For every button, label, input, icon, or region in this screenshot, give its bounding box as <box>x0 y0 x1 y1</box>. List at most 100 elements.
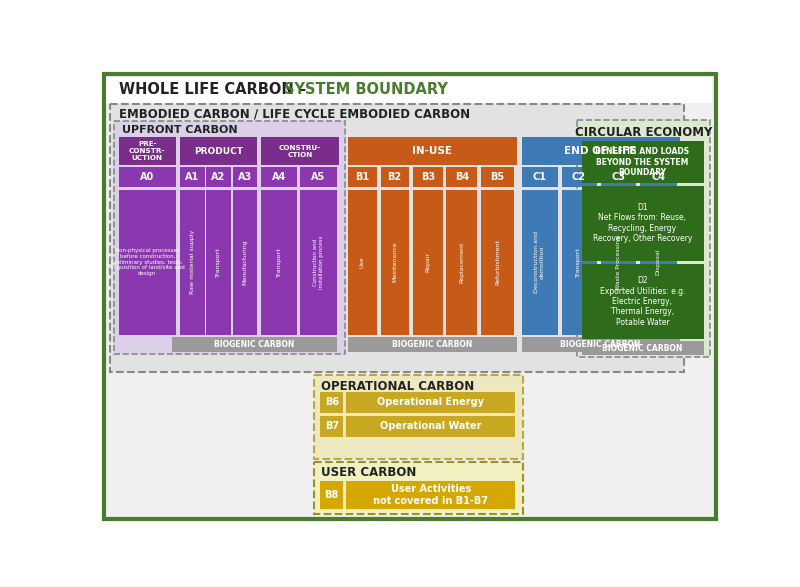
Bar <box>381 190 410 335</box>
Text: OPERATIONAL CARBON: OPERATIONAL CARBON <box>321 380 474 393</box>
Bar <box>314 375 523 458</box>
Bar <box>522 137 681 165</box>
Text: B4: B4 <box>455 173 469 183</box>
Text: A3: A3 <box>238 173 252 183</box>
Text: Transport: Transport <box>277 247 282 277</box>
Bar <box>640 167 677 187</box>
Text: D2
Exported Utilities: e.g.
Electric Energy,
Thermal Energy,
Potable Water: D2 Exported Utilities: e.g. Electric Ene… <box>600 276 686 327</box>
Bar <box>348 337 517 352</box>
Text: Operational Water: Operational Water <box>380 421 482 431</box>
Text: C4: C4 <box>651 173 665 183</box>
Bar <box>320 392 343 413</box>
Bar <box>233 190 258 335</box>
Text: WHOLE LIFE CARBON –: WHOLE LIFE CARBON – <box>119 82 312 97</box>
Bar <box>413 190 442 335</box>
Text: BIOGENIC CARBON: BIOGENIC CARBON <box>392 340 473 349</box>
Text: BIOGENIC CARBON: BIOGENIC CARBON <box>561 340 641 349</box>
Bar <box>582 141 704 183</box>
Text: Waste Processing: Waste Processing <box>616 235 621 289</box>
Text: Deconstruction and
demolition: Deconstruction and demolition <box>534 231 545 293</box>
Text: C3: C3 <box>611 173 626 183</box>
Bar <box>118 137 176 165</box>
Text: B6: B6 <box>325 397 338 407</box>
Bar <box>106 76 712 103</box>
Bar <box>300 190 337 335</box>
Text: PRODUCT: PRODUCT <box>194 147 243 156</box>
Bar <box>110 104 683 372</box>
Text: A0: A0 <box>140 173 154 183</box>
Text: B7: B7 <box>325 421 338 431</box>
Bar <box>206 190 231 335</box>
Bar <box>562 167 597 187</box>
Bar <box>446 190 478 335</box>
Bar <box>314 461 523 514</box>
Text: Manufacturing: Manufacturing <box>242 239 247 285</box>
Bar <box>348 167 377 187</box>
Text: Operational Energy: Operational Energy <box>378 397 485 407</box>
Bar <box>522 167 558 187</box>
Text: C2: C2 <box>572 173 586 183</box>
Text: BENEFITS AND LOADS
BEYOND THE SYSTEM
BOUNDARY: BENEFITS AND LOADS BEYOND THE SYSTEM BOU… <box>595 147 690 177</box>
Bar <box>413 167 442 187</box>
Bar <box>601 190 636 335</box>
Text: Refurbishment: Refurbishment <box>495 239 500 285</box>
Text: Disposal: Disposal <box>655 249 661 275</box>
Text: PRE-
CONSTR-
UCTION: PRE- CONSTR- UCTION <box>129 141 166 161</box>
Text: B3: B3 <box>421 173 435 183</box>
Text: IN-USE: IN-USE <box>413 146 453 156</box>
Bar <box>346 392 515 413</box>
Text: CONSTRU-
CTION: CONSTRU- CTION <box>279 145 321 158</box>
Text: USER CARBON: USER CARBON <box>321 466 416 479</box>
Bar <box>172 337 337 352</box>
Bar <box>118 190 176 335</box>
Bar <box>348 190 377 335</box>
Bar <box>233 167 258 187</box>
Bar <box>446 167 478 187</box>
Bar <box>262 167 297 187</box>
Bar <box>582 342 704 355</box>
Bar <box>346 481 515 510</box>
Text: CIRCULAR ECONOMY: CIRCULAR ECONOMY <box>574 126 712 139</box>
Text: EMBODIED CARBON / LIFE CYCLE EMBODIED CARBON: EMBODIED CARBON / LIFE CYCLE EMBODIED CA… <box>119 108 470 121</box>
Bar <box>206 167 231 187</box>
Text: Replacement: Replacement <box>459 241 465 283</box>
Bar <box>601 167 636 187</box>
Bar <box>180 167 205 187</box>
Bar <box>522 190 558 335</box>
Bar <box>562 190 597 335</box>
Bar <box>300 167 337 187</box>
Bar <box>262 137 338 165</box>
Bar <box>582 265 704 339</box>
Text: Transport: Transport <box>216 247 221 277</box>
Bar <box>640 190 677 335</box>
Bar <box>381 167 410 187</box>
Text: BIOGENIC CARBON: BIOGENIC CARBON <box>602 344 682 353</box>
Text: Raw material supply: Raw material supply <box>190 230 194 294</box>
Text: Construction and
installation process: Construction and installation process <box>313 235 324 289</box>
Text: Non-physical processes
before construction,
preliminary studies, tests,
acquisit: Non-physical processes before constructi… <box>110 248 185 276</box>
Bar <box>582 186 704 261</box>
Bar <box>346 416 515 437</box>
Bar <box>482 190 514 335</box>
Bar <box>482 167 514 187</box>
Bar <box>180 190 205 335</box>
Text: A5: A5 <box>311 173 326 183</box>
Bar <box>118 167 176 187</box>
Text: B5: B5 <box>490 173 505 183</box>
Text: A2: A2 <box>211 173 226 183</box>
Text: D1
Net Flows from: Reuse,
Recycling, Energy
Recovery, Other Recovery: D1 Net Flows from: Reuse, Recycling, Ene… <box>593 203 692 243</box>
Text: BIOGENIC CARBON: BIOGENIC CARBON <box>214 340 294 349</box>
Bar <box>522 337 681 352</box>
Text: B1: B1 <box>355 173 369 183</box>
Text: Transport: Transport <box>577 247 582 277</box>
Text: A4: A4 <box>272 173 286 183</box>
Text: B2: B2 <box>387 173 402 183</box>
Bar <box>577 120 710 357</box>
Text: C1: C1 <box>533 173 546 183</box>
Text: User Activities
not covered in B1-B7: User Activities not covered in B1-B7 <box>374 484 489 505</box>
Bar <box>262 190 297 335</box>
Bar <box>320 416 343 437</box>
Text: Maintenance: Maintenance <box>392 242 397 282</box>
Text: SYSTEM BOUNDARY: SYSTEM BOUNDARY <box>284 82 447 97</box>
Text: B8: B8 <box>325 490 339 500</box>
